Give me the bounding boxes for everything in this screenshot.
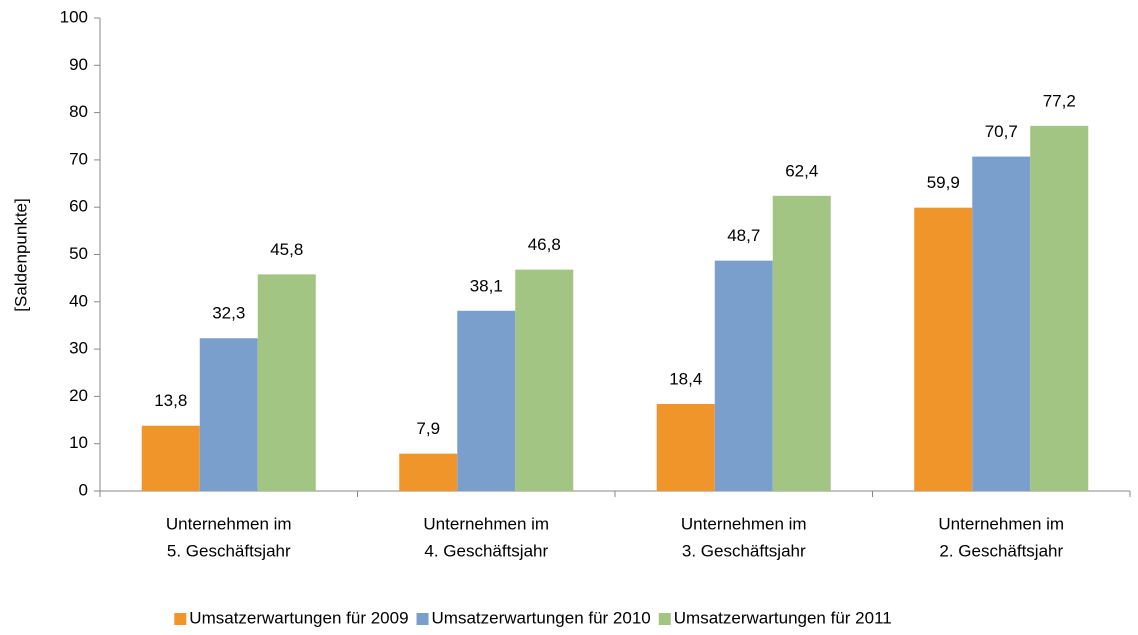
bar	[457, 310, 516, 491]
x-tick-label: 2. Geschäftsjahr	[939, 541, 1063, 560]
x-tick-label: Unternehmen im	[166, 514, 292, 533]
x-tick-label: Unternehmen im	[681, 514, 807, 533]
bar	[1030, 125, 1089, 492]
bar	[772, 195, 831, 491]
legend-swatch	[658, 613, 671, 625]
value-label: 59,9	[927, 173, 960, 192]
y-axis-label: [Saldenpunkte]	[11, 198, 30, 311]
y-tick-label: 90	[69, 55, 88, 74]
y-tick-label: 60	[69, 197, 88, 216]
bar	[515, 269, 574, 491]
x-tick-label: 4. Geschäftsjahr	[424, 541, 548, 560]
y-tick-label: 10	[69, 433, 88, 452]
y-tick-label: 0	[79, 480, 88, 499]
bar	[199, 338, 258, 491]
x-tick-label: Unternehmen im	[423, 514, 549, 533]
bar	[399, 453, 458, 491]
bar	[141, 425, 200, 491]
y-tick-label: 40	[69, 291, 88, 310]
value-label: 46,8	[528, 235, 561, 254]
bar	[914, 207, 973, 491]
y-tick-label: 100	[60, 7, 88, 26]
value-label: 7,9	[416, 419, 440, 438]
legend-label: Umsatzerwartungen für 2010	[432, 608, 651, 627]
y-tick-label: 70	[69, 149, 88, 168]
y-tick-label: 50	[69, 244, 88, 263]
value-label: 48,7	[727, 226, 760, 245]
bar	[714, 260, 773, 491]
value-label: 45,8	[270, 240, 303, 259]
y-tick-label: 80	[69, 102, 88, 121]
value-label: 62,4	[785, 161, 818, 180]
bar	[656, 403, 715, 491]
bar	[972, 156, 1031, 492]
legend-swatch	[416, 613, 429, 625]
value-label: 38,1	[470, 276, 503, 295]
y-tick-label: 30	[69, 339, 88, 358]
value-label: 13,8	[154, 391, 187, 410]
legend-label: Umsatzerwartungen für 2011	[674, 608, 892, 627]
x-tick-label: 3. Geschäftsjahr	[682, 541, 806, 560]
value-label: 77,2	[1043, 91, 1076, 110]
legend-label: Umsatzerwartungen für 2009	[189, 608, 408, 627]
y-tick-label: 20	[69, 386, 88, 405]
bar	[257, 274, 316, 491]
x-tick-label: 5. Geschäftsjahr	[167, 541, 291, 560]
legend-swatch	[174, 613, 187, 625]
value-label: 32,3	[212, 304, 245, 323]
value-label: 18,4	[669, 369, 702, 388]
x-tick-label: Unternehmen im	[938, 514, 1064, 533]
value-label: 70,7	[985, 122, 1018, 141]
